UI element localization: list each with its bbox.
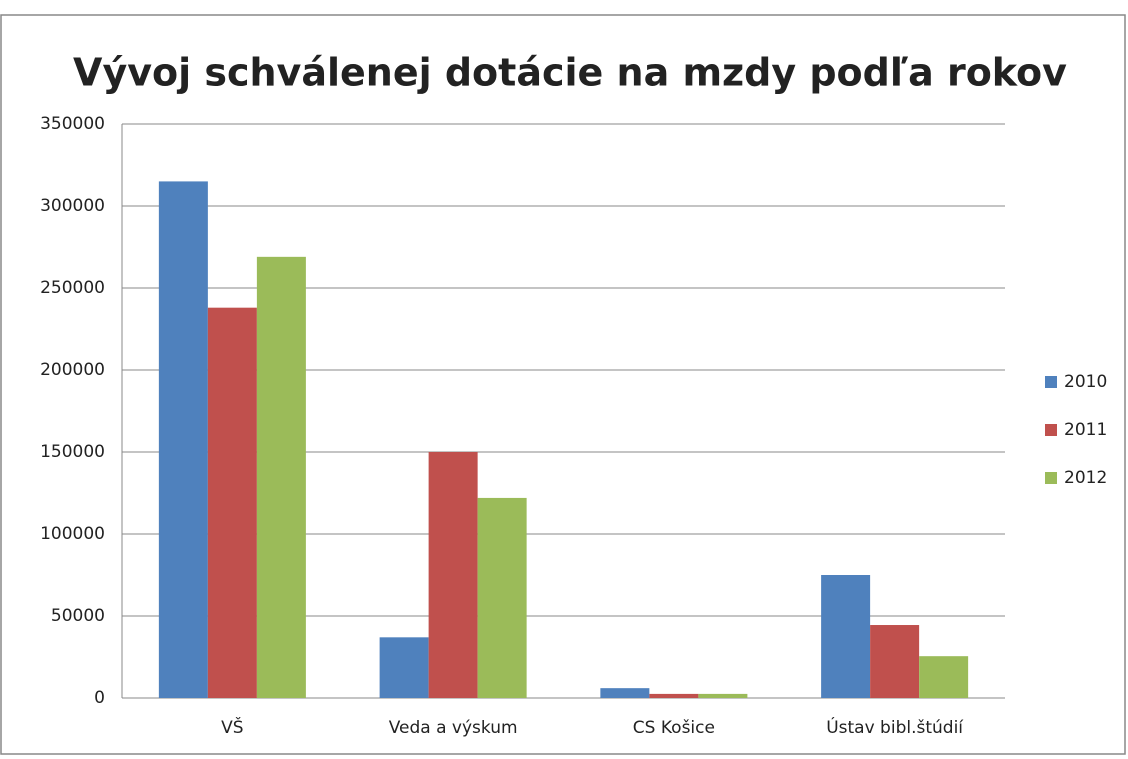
bar <box>600 688 650 698</box>
x-tick-label: CS Košice <box>633 718 715 738</box>
y-tick-label: 150000 <box>40 442 105 462</box>
bar <box>256 256 306 698</box>
x-tick-label: Veda a výskum <box>389 718 518 738</box>
bar <box>477 497 527 698</box>
bar <box>207 307 257 698</box>
legend-label: 2010 <box>1064 372 1107 392</box>
bar <box>649 693 699 698</box>
y-tick-label: 50000 <box>51 606 105 626</box>
bar <box>821 575 871 698</box>
bar <box>698 693 748 698</box>
y-tick-label: 100000 <box>40 524 105 544</box>
y-tick-label: 350000 <box>40 114 105 134</box>
bar <box>428 452 478 698</box>
x-tick-label: VŠ <box>221 716 243 738</box>
legend-swatch <box>1045 376 1057 388</box>
bar <box>379 637 429 698</box>
chart-title: Vývoj schválenej dotácie na mzdy podľa r… <box>73 51 1067 95</box>
legend-label: 2012 <box>1064 468 1107 488</box>
legend-swatch <box>1045 424 1057 436</box>
legend-swatch <box>1045 472 1057 484</box>
bar <box>870 625 920 698</box>
bar <box>919 656 969 698</box>
y-tick-label: 200000 <box>40 360 105 380</box>
x-tick-label: Ústav bibl.štúdií <box>826 716 964 738</box>
y-tick-label: 300000 <box>40 196 105 216</box>
legend-label: 2011 <box>1064 420 1107 440</box>
y-tick-label: 250000 <box>40 278 105 298</box>
y-tick-label: 0 <box>94 688 105 708</box>
bar <box>158 181 208 698</box>
